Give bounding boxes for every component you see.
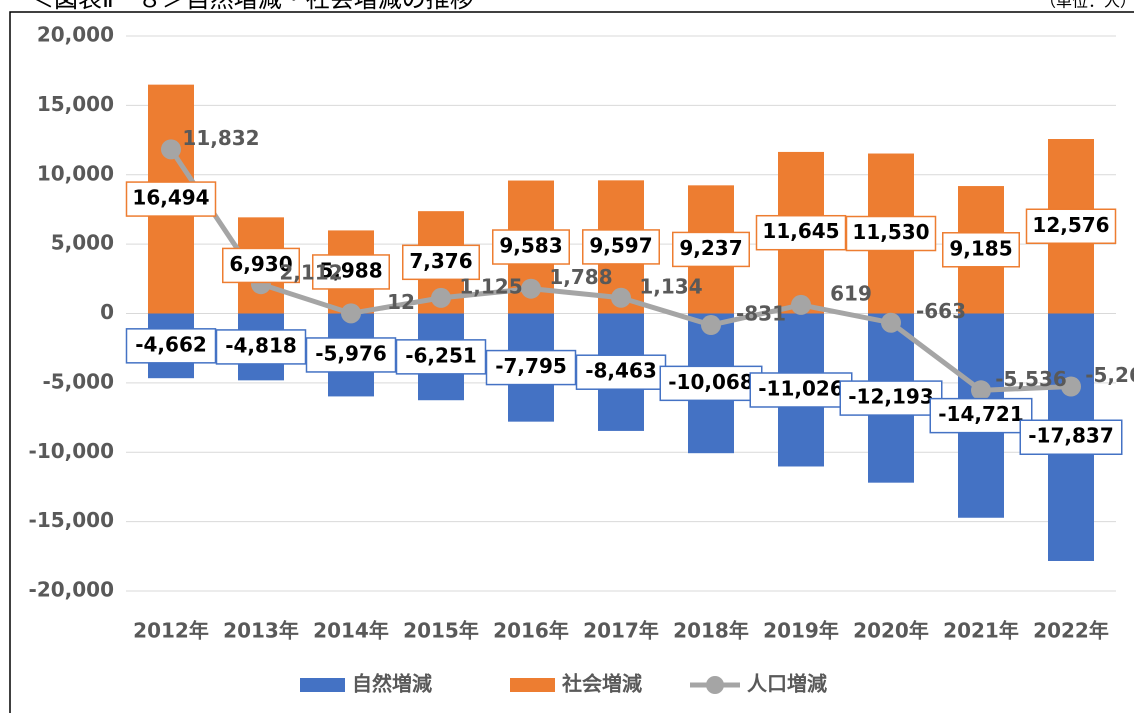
line-marker — [431, 287, 451, 308]
value-label-box — [402, 244, 480, 281]
value-label-box — [215, 329, 307, 365]
value-label: 11,832 — [182, 126, 259, 150]
line-marker — [881, 312, 901, 333]
legend-swatch — [300, 678, 345, 692]
value-label-box — [305, 337, 397, 373]
value-label: 9,597 — [589, 233, 652, 257]
value-label-box — [222, 247, 300, 284]
value-label-box — [582, 229, 660, 265]
value-label: 9,185 — [949, 236, 1012, 260]
value-label: -4,662 — [135, 332, 207, 356]
value-label-box — [125, 328, 217, 364]
line-marker — [341, 303, 361, 324]
y-tick-label: -20,000 — [29, 578, 114, 602]
x-tick-label: 2021年 — [943, 619, 1019, 643]
x-tick-label: 2016年 — [493, 619, 569, 643]
line-marker — [791, 294, 811, 315]
value-label: -10,068 — [668, 370, 753, 394]
value-label: 1,134 — [639, 274, 702, 298]
legend-marker — [706, 676, 724, 694]
unit-label: （単位：人） — [1040, 0, 1134, 11]
legend-label: 人口増減 — [747, 672, 827, 696]
legend-swatch — [510, 678, 555, 692]
y-tick-label: -5,000 — [42, 369, 114, 393]
value-label: -7,795 — [495, 354, 567, 378]
value-label: -5,976 — [315, 341, 387, 365]
value-label: -14,721 — [938, 402, 1023, 426]
value-label-box — [672, 231, 750, 268]
y-tick-label: -10,000 — [29, 439, 114, 463]
line-marker — [611, 287, 631, 308]
x-tick-label: 2019年 — [763, 619, 839, 643]
y-tick-label: 0 — [100, 300, 114, 324]
y-tick-label: 10,000 — [37, 161, 114, 185]
x-tick-label: 2022年 — [1033, 619, 1109, 643]
x-tick-label: 2012年 — [133, 619, 209, 643]
value-label: -5,261 — [1085, 363, 1134, 387]
value-label: 1,125 — [459, 274, 522, 298]
value-label: -8,463 — [585, 359, 657, 383]
y-tick-label: 5,000 — [51, 231, 114, 255]
value-label: -663 — [916, 299, 966, 323]
value-label-box — [845, 215, 937, 252]
value-label: 2,112 — [279, 261, 342, 285]
x-tick-label: 2015年 — [403, 619, 479, 643]
line-marker — [1061, 376, 1081, 397]
y-tick-label: 15,000 — [37, 92, 114, 116]
x-tick-label: 2014年 — [313, 619, 389, 643]
value-label: -11,026 — [758, 376, 843, 400]
x-tick-label: 2013年 — [223, 619, 299, 643]
value-label: -12,193 — [848, 385, 933, 409]
x-tick-label: 2017年 — [583, 619, 659, 643]
value-label-box — [749, 372, 853, 408]
y-tick-label: 20,000 — [37, 23, 114, 47]
value-label: -17,837 — [1028, 424, 1113, 448]
value-label-box — [395, 339, 487, 375]
value-label-box — [312, 254, 390, 290]
value-label-box — [1019, 419, 1123, 455]
value-label: 6,930 — [229, 252, 292, 276]
value-label: -831 — [736, 302, 786, 326]
value-label-box — [125, 181, 217, 217]
value-label-box — [755, 214, 847, 251]
value-label: 11,530 — [852, 220, 929, 244]
value-label: 619 — [830, 281, 872, 305]
x-tick-label: 2020年 — [853, 619, 929, 643]
value-label-box — [1025, 208, 1117, 245]
legend-label: 社会増減 — [561, 672, 642, 696]
y-tick-label: -15,000 — [29, 508, 114, 532]
line-marker — [161, 139, 181, 160]
value-label: 11,645 — [762, 219, 839, 243]
value-label-box — [659, 365, 763, 402]
value-label: -4,818 — [225, 333, 297, 357]
value-label: -5,536 — [995, 367, 1067, 391]
line-marker — [521, 278, 541, 299]
value-label: 16,494 — [132, 186, 209, 210]
legend-label: 自然増減 — [352, 672, 432, 696]
chart-title: ＜図表Ⅱ－８＞自然増減・社会増減の推移 — [30, 0, 474, 13]
value-label: 5,988 — [319, 258, 382, 282]
line-marker — [971, 380, 991, 401]
value-label: 12,576 — [1032, 213, 1109, 237]
value-label-box — [492, 229, 570, 265]
line-marker — [701, 315, 721, 336]
value-label-box — [485, 349, 577, 386]
value-label: 12 — [387, 290, 415, 314]
value-label: -6,251 — [405, 343, 477, 367]
value-label: 1,788 — [549, 265, 612, 289]
value-label: 7,376 — [409, 249, 472, 273]
value-label-box — [575, 354, 667, 390]
value-label-box — [929, 397, 1033, 434]
value-label-box — [942, 232, 1020, 268]
value-label: 9,583 — [499, 234, 562, 258]
value-label: 9,237 — [679, 236, 742, 260]
x-tick-label: 2018年 — [673, 619, 749, 643]
